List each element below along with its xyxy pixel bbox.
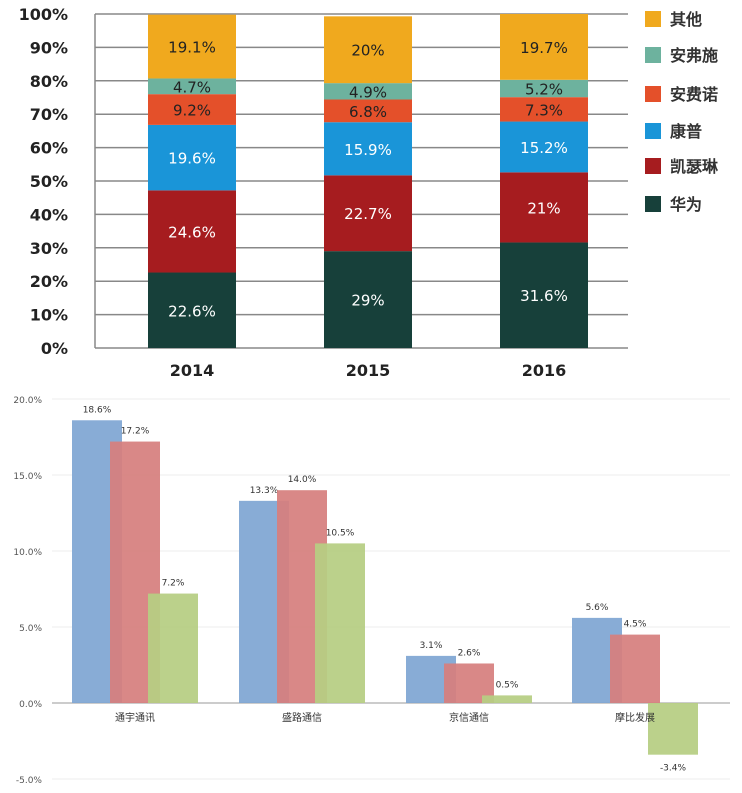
bar-segment: [148, 14, 236, 79]
legend-swatch: [645, 86, 661, 102]
data-label: -3.4%: [660, 764, 687, 774]
bar-segment: [324, 175, 412, 252]
data-label: 7.2%: [162, 579, 185, 589]
x-tick-label: 2014: [170, 361, 215, 380]
bar-segment: [148, 94, 236, 125]
data-label: 15.2%: [520, 139, 568, 157]
bar-segment: [148, 124, 236, 191]
data-label: 21%: [527, 199, 560, 217]
legend-label: 华为: [670, 195, 702, 214]
y-tick-label: 30%: [30, 239, 68, 258]
y-tick-label: 10%: [30, 306, 68, 325]
data-label: 2.6%: [458, 648, 481, 658]
legend-swatch: [645, 123, 661, 139]
legend-label: 凯瑟琳: [670, 157, 719, 176]
x-tick-label: 2016: [522, 361, 567, 380]
data-label: 15.9%: [344, 141, 392, 159]
data-label: 29%: [351, 292, 384, 310]
y-tick-label: 90%: [30, 38, 68, 57]
data-label: 5.2%: [525, 80, 563, 98]
data-label: 24.6%: [168, 223, 216, 241]
y-tick-label: 20.0%: [13, 396, 42, 406]
y-tick-label: 70%: [30, 105, 68, 124]
legend-swatch: [645, 196, 661, 212]
bar-segment: [500, 97, 588, 122]
legend-label: 安费诺: [670, 85, 718, 104]
data-label: 6.8%: [349, 103, 387, 121]
data-label: 5.6%: [586, 603, 609, 613]
bar-segment: [500, 242, 588, 348]
legend-label: 康普: [670, 122, 702, 141]
data-label: 22.6%: [168, 302, 216, 320]
bar-segment: [500, 79, 588, 98]
y-tick-label: 80%: [30, 72, 68, 91]
data-label: 4.7%: [173, 78, 211, 96]
bar: [148, 593, 198, 703]
data-label: 19.6%: [168, 150, 216, 168]
bar-segment: [324, 99, 412, 123]
bar-segment: [500, 172, 588, 243]
x-tick-label: 通宇通讯: [115, 711, 155, 724]
bar: [482, 695, 532, 703]
stacked-share-chart: 0% 10% 20% 30% 40% 50% 60% 70% 80% 90% 100% 22.6% 24…: [19, 5, 719, 380]
bar-segment: [324, 83, 412, 100]
data-label: 7.3%: [525, 101, 563, 119]
x-tick-label: 盛路通信: [282, 711, 322, 724]
bar-segment: [500, 14, 588, 80]
y-tick-label: 20%: [30, 272, 68, 291]
legend-label: 其他: [670, 10, 702, 29]
data-label: 4.5%: [624, 620, 647, 630]
bar-segment: [148, 78, 236, 95]
growth-bar-chart: -5.0% 0.0% 5.0% 10.0% 15.0% 20.0% 18.6% 17.2% 7.…: [13, 396, 730, 786]
legend-swatch: [645, 158, 661, 174]
data-label: 18.6%: [83, 405, 112, 415]
bar-segment: [500, 121, 588, 173]
data-label: 20%: [351, 42, 384, 60]
bar-segment: [324, 16, 412, 84]
x-tick-label: 2015: [346, 361, 391, 380]
data-label: 4.9%: [349, 83, 387, 101]
y-tick-label: 40%: [30, 205, 68, 224]
bar-segment: [148, 190, 236, 273]
data-label: 31.6%: [520, 287, 568, 305]
data-label: 19.1%: [168, 39, 216, 57]
x-tick-label: 摩比发展: [615, 711, 655, 724]
data-label: 14.0%: [288, 475, 317, 485]
x-tick-label: 京信通信: [449, 711, 489, 724]
y-tick-label: 100%: [19, 5, 68, 24]
data-label: 19.7%: [520, 39, 568, 57]
data-label: 22.7%: [344, 205, 392, 223]
y-tick-label: 10.0%: [13, 548, 42, 558]
y-tick-label: 15.0%: [13, 472, 42, 482]
bar: [610, 634, 660, 703]
bar: [648, 703, 698, 755]
legend-swatch: [645, 11, 661, 27]
bar-segment: [148, 272, 236, 348]
data-label: 3.1%: [420, 641, 443, 651]
y-tick-label: 60%: [30, 139, 68, 158]
data-label: 0.5%: [496, 680, 519, 690]
data-label: 10.5%: [326, 528, 355, 538]
y-tick-label: -5.0%: [16, 776, 43, 786]
y-tick-label: 5.0%: [19, 624, 42, 634]
y-tick-label: 50%: [30, 172, 68, 191]
bar-segment: [324, 251, 412, 348]
y-tick-label: 0%: [41, 339, 68, 358]
legend-swatch: [645, 47, 661, 63]
data-label: 9.2%: [173, 102, 211, 120]
legend-label: 安弗施: [670, 46, 718, 65]
data-label: 13.3%: [250, 486, 279, 496]
data-label: 17.2%: [121, 427, 150, 437]
bar: [315, 543, 365, 703]
bar-segment: [324, 122, 412, 176]
y-tick-label: 0.0%: [19, 700, 42, 710]
